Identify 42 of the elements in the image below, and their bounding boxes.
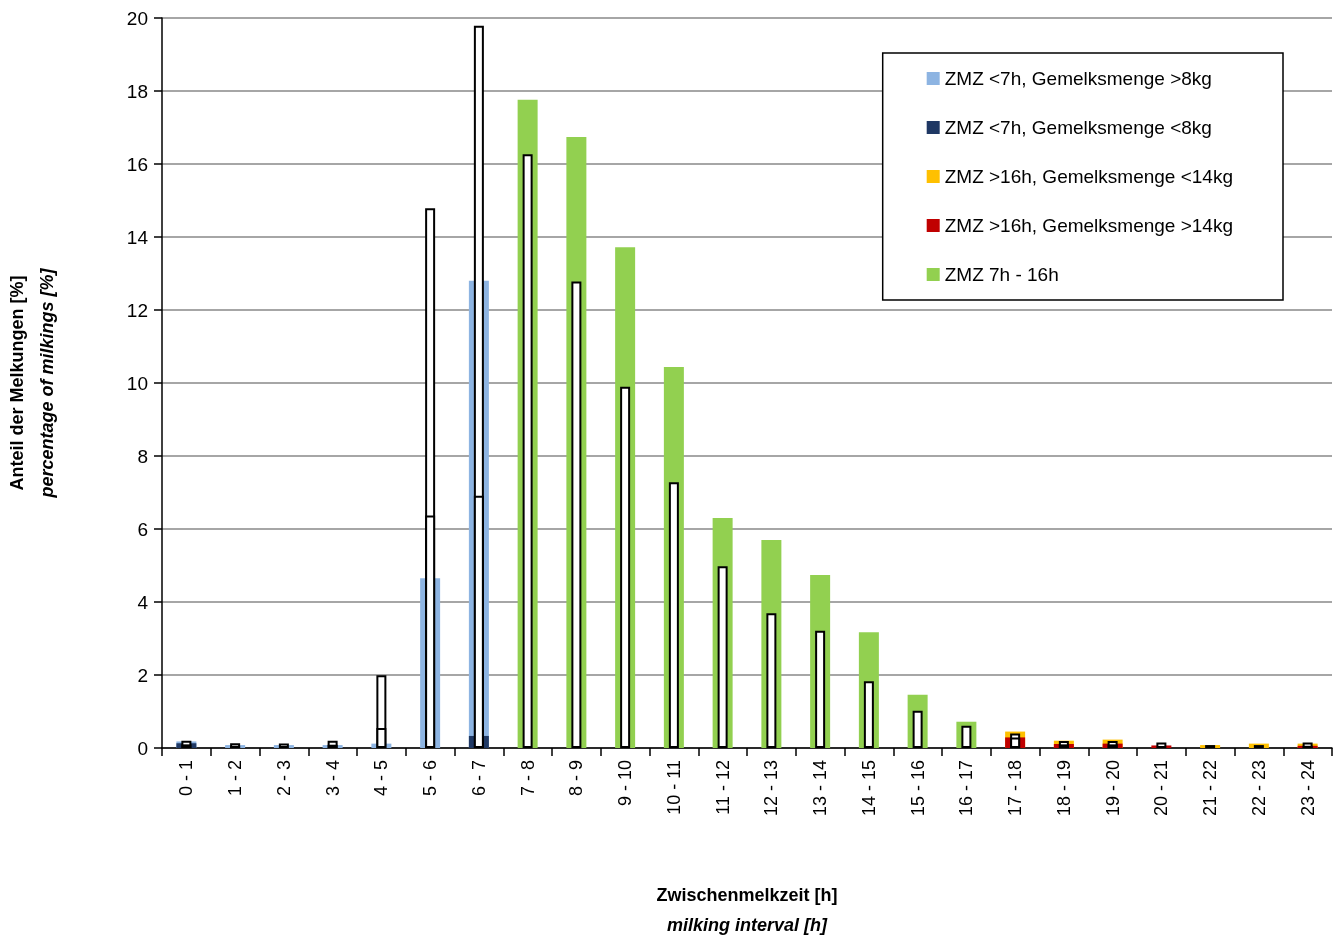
x-tick-label: 9 - 10 <box>615 760 636 807</box>
x-tick-label: 8 - 9 <box>566 760 587 797</box>
x-tick-label: 1 - 2 <box>225 760 246 797</box>
legend-label: ZMZ >16h, Gemelksmenge <14kg <box>944 166 1234 187</box>
x-tick-label: 0 - 1 <box>176 760 197 797</box>
x-tick-label: 10 - 11 <box>663 760 684 815</box>
y-tick-label: 8 <box>137 445 148 467</box>
x-tick-label: 21 - 22 <box>1200 760 1221 817</box>
x-tick-label: 6 - 7 <box>468 760 489 797</box>
x-tick-label: 7 - 8 <box>517 760 538 797</box>
y-tick-label: 4 <box>137 591 149 613</box>
y-tick-label: 12 <box>126 299 148 321</box>
x-tick-label: 2 - 3 <box>273 760 294 797</box>
legend-label: ZMZ 7h - 16h <box>944 264 1059 285</box>
x-tick-label: 16 - 17 <box>956 760 977 817</box>
legend-label: ZMZ >16h, Gemelksmenge >14kg <box>944 215 1234 236</box>
y-tick-label: 18 <box>126 80 148 102</box>
y-tick-label: 2 <box>137 664 148 686</box>
x-tick-label: 22 - 23 <box>1248 760 1269 817</box>
y-tick-label: 6 <box>137 518 148 540</box>
x-tick-label: 15 - 16 <box>907 760 928 817</box>
x-tick-label: 13 - 14 <box>810 760 831 817</box>
y-tick-label: 10 <box>126 372 148 394</box>
y-tick-label: 16 <box>126 153 148 175</box>
x-tick-label: 20 - 21 <box>1151 760 1172 817</box>
x-tick-label: 19 - 20 <box>1102 760 1123 817</box>
legend-label: ZMZ <7h, Gemelksmenge <8kg <box>944 117 1212 138</box>
y-axis-title: Anteil der Melkungen [%] percentage of milkings [%] <box>7 267 57 499</box>
x-tick-label: 5 - 6 <box>420 760 441 797</box>
x-tick-label: 14 - 15 <box>858 760 879 817</box>
y-tick-label: 14 <box>126 226 149 248</box>
x-tick-label: 3 - 4 <box>322 760 343 797</box>
x-tick-label: 12 - 13 <box>761 760 782 817</box>
x-tick-label: 17 - 18 <box>1005 760 1026 817</box>
x-axis-title: Zwischenmelkzeit [h] milking interval [h] <box>656 885 838 935</box>
legend-label: ZMZ <7h, Gemelksmenge >8kg <box>944 68 1212 89</box>
x-tick-label: 4 - 5 <box>371 760 392 797</box>
y-tick-label: 0 <box>137 737 148 759</box>
x-tick-label: 23 - 24 <box>1297 760 1318 817</box>
y-tick-label: 20 <box>126 7 148 29</box>
x-tick-label: 18 - 19 <box>1053 760 1074 817</box>
x-tick-label: 11 - 12 <box>712 760 733 815</box>
